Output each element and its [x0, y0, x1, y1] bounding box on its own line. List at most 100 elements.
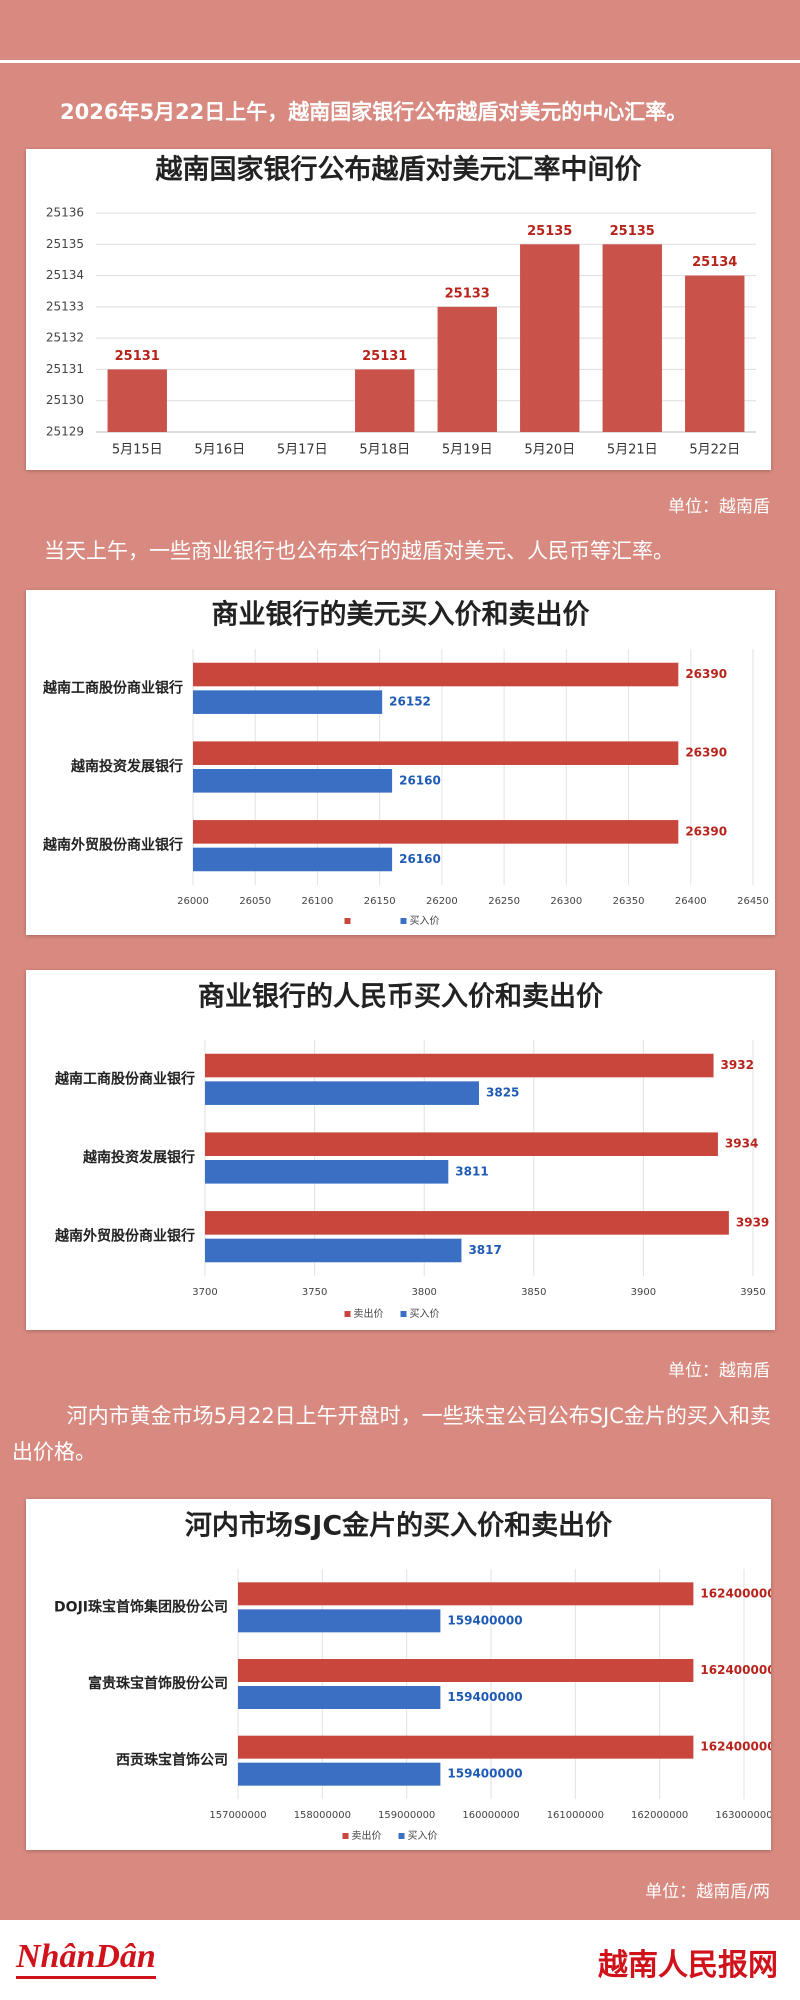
category-label: DOJI珠宝首饰集团股份公司: [54, 1598, 228, 1615]
x-tick-label: 159000000: [378, 1810, 435, 1821]
bar: [238, 1582, 694, 1606]
bar: [193, 820, 679, 844]
intro: 2026年5月22日上午，越南国家银行公布越盾对美元的中心汇率。: [60, 100, 688, 124]
chart: 越南国家银行公布越盾对美元汇率中间价 25129 25130 25131 25132 25…: [26, 149, 771, 470]
data-label: 25134: [692, 255, 737, 270]
bar: [355, 369, 415, 432]
x-tick-label: 26250: [488, 896, 520, 907]
legend-marker: [400, 1311, 407, 1317]
chart-title: 越南国家银行公布越盾对美元汇率中间价: [156, 154, 643, 186]
x-tick-label: 3850: [521, 1287, 546, 1298]
bar: [193, 662, 679, 687]
x-tick-label: 160000000: [462, 1810, 519, 1821]
x-tick-label: 157000000: [209, 1810, 266, 1821]
bar: [238, 1762, 441, 1786]
category-label: 越南投资发展银行: [70, 758, 183, 775]
data-label: 3811: [455, 1164, 488, 1178]
intro: 河内市黄金市场5月22日上午开盘时，一些珠宝公司公布SJC金片的买入和卖出价格。: [12, 1404, 771, 1464]
data-label: 25131: [362, 349, 407, 364]
legend-marker: [400, 918, 407, 924]
x-tick-label: 5月19日: [442, 443, 493, 458]
bar: [193, 847, 393, 872]
data-label: 26160: [399, 852, 441, 866]
x-tick-label: 26000: [177, 896, 209, 907]
data-label: 3932: [721, 1058, 754, 1072]
data-label: 26390: [685, 746, 727, 760]
data-label: 3825: [486, 1086, 519, 1100]
category-label: 越南工商股份商业银行: [54, 1070, 195, 1087]
unit-note: 单位：越南盾/两: [645, 1882, 770, 1902]
x-tick-label: 3900: [631, 1287, 656, 1298]
bar: [238, 1609, 441, 1633]
bar: [205, 1160, 449, 1184]
x-tick-label: 26300: [550, 896, 582, 907]
x-tick-label: 5月17日: [277, 443, 328, 458]
data-label: 26390: [685, 824, 727, 838]
bar: [205, 1211, 729, 1235]
data-label: 3817: [468, 1243, 501, 1257]
x-tick-label: 3950: [740, 1287, 765, 1298]
bar: [437, 306, 497, 432]
legend-label: 买入价: [410, 1308, 440, 1320]
x-tick-label: 26350: [613, 896, 645, 907]
data-label: 159400000: [447, 1613, 522, 1627]
chart: 商业银行的人民币买入价和卖出价 3700 3750 3800 3850 3900 3950 越…: [26, 970, 775, 1330]
data-label: 26152: [389, 695, 431, 709]
x-tick-label: 161000000: [547, 1810, 604, 1821]
x-tick-label: 26050: [239, 896, 271, 907]
x-tick-label: 3800: [411, 1287, 436, 1298]
legend-label: 买入价: [410, 915, 440, 927]
x-tick-label: 5月16日: [194, 443, 245, 458]
y-tick-label: 25129: [46, 425, 84, 439]
bar: [238, 1659, 694, 1682]
legend-marker: [398, 1833, 405, 1839]
category-label: 越南外贸股份商业银行: [42, 837, 183, 854]
data-label: 159400000: [447, 1767, 522, 1781]
y-tick-label: 25132: [46, 331, 84, 345]
x-tick-label: 3700: [192, 1287, 217, 1298]
chart-title: 河内市场SJC金片的买入价和卖出价: [185, 1510, 613, 1542]
x-tick-label: 26400: [675, 896, 707, 907]
x-tick-label: 5月18日: [359, 443, 410, 458]
legend-label: 买入价: [408, 1830, 438, 1842]
x-tick-label: 26150: [364, 896, 396, 907]
bar: [602, 244, 662, 432]
bar: [205, 1053, 714, 1078]
category-label: 越南工商股份商业银行: [42, 679, 183, 696]
bar: [193, 769, 393, 793]
x-tick-label: 5月20日: [524, 443, 575, 458]
x-tick-label: 5月21日: [607, 443, 658, 458]
footer: NhânDân 越南人民报网: [0, 1920, 800, 2000]
x-tick-label: 26450: [737, 896, 769, 907]
unit-note: 单位：越南盾: [668, 1361, 770, 1381]
bar: [238, 1686, 441, 1709]
bar: [193, 690, 383, 714]
chart: 商业银行的美元买入价和卖出价 26000 26050 26100 26150 26200 2…: [26, 590, 775, 935]
x-tick-label: 3750: [302, 1287, 327, 1298]
y-tick-label: 25134: [46, 268, 84, 282]
category-label: 西贡珠宝首饰公司: [116, 1752, 228, 1769]
data-label: 159400000: [447, 1690, 522, 1704]
bar: [205, 1238, 462, 1263]
category-label: 富贵珠宝首饰股份公司: [88, 1675, 228, 1692]
bar: [520, 244, 580, 432]
divider: [0, 60, 800, 63]
data-label: 25135: [610, 224, 655, 239]
y-tick-label: 25136: [46, 206, 84, 220]
unit-note: 单位：越南盾: [668, 497, 770, 517]
bar: [205, 1081, 479, 1105]
data-label: 3939: [736, 1215, 769, 1229]
x-tick-label: 5月22日: [689, 443, 740, 458]
data-label: 162400000: [700, 1586, 771, 1600]
x-tick-label: 162000000: [631, 1810, 688, 1821]
data-label: 3934: [725, 1137, 758, 1151]
bar: [205, 1132, 718, 1156]
y-tick-label: 25135: [46, 237, 84, 251]
data-label: 25133: [445, 286, 490, 301]
bar: [193, 741, 679, 765]
logo: NhânDân: [16, 1938, 156, 1979]
legend-marker: [344, 1311, 351, 1317]
x-tick-label: 26200: [426, 896, 458, 907]
y-tick-label: 25131: [46, 362, 84, 376]
data-label: 26160: [399, 773, 441, 787]
